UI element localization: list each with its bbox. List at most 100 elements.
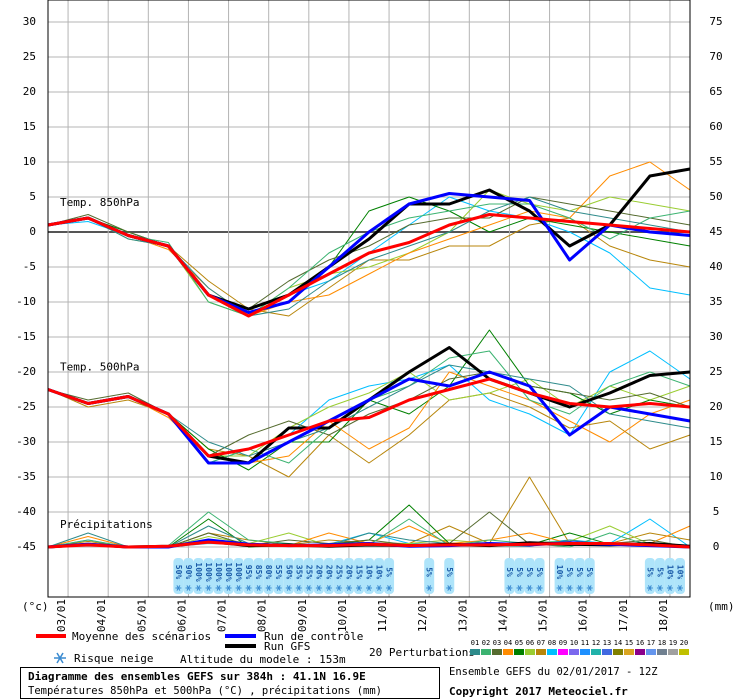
- snow-flake: [666, 585, 673, 591]
- y2-tick-label: 50: [709, 190, 722, 203]
- legend-swatch: [525, 649, 535, 655]
- snow-risk-label: 5%: [565, 567, 574, 577]
- snow-flake-stroke: [577, 585, 582, 591]
- snow-flake-stroke: [427, 585, 432, 591]
- x-tick-label: 10/01: [336, 599, 349, 632]
- snow-flake: [646, 585, 653, 591]
- plot-lines: [47, 161, 691, 549]
- legend-swatch: [569, 649, 579, 655]
- legend-gfs: Run GFS: [264, 640, 310, 653]
- snow-risk-label: 25%: [334, 565, 343, 580]
- snow-flake: [305, 585, 312, 591]
- legend-swatch-label: 07: [537, 639, 545, 647]
- snow-flake-stroke: [266, 585, 271, 591]
- legend-swatch: [602, 649, 612, 655]
- y2-tick-label: 25: [709, 365, 722, 378]
- snow-risk-label: 85%: [254, 565, 263, 580]
- legend-swatch: [558, 649, 568, 655]
- y2-tick-label: 15: [709, 435, 722, 448]
- snow-risk-marker: [323, 558, 334, 594]
- snow-risk-marker: [293, 558, 304, 594]
- legend-swatch: [547, 649, 557, 655]
- x-tick-label: 14/01: [496, 599, 509, 632]
- snow-risk-label: 95%: [244, 565, 253, 580]
- y-tick-label: -45: [16, 540, 36, 553]
- y2-tick-label: 65: [709, 85, 722, 98]
- snow-flake-stroke: [316, 585, 321, 591]
- snow-flake-stroke: [256, 585, 261, 591]
- legend-swatch: [580, 649, 590, 655]
- title-box: [20, 667, 440, 699]
- snow-risk-marker: [504, 558, 515, 594]
- snow-flake-stroke: [347, 585, 351, 591]
- y2-tick-label: 40: [709, 260, 722, 273]
- snow-flake: [576, 585, 583, 591]
- snow-risk-label: 5%: [425, 567, 434, 577]
- legend-swatch: [470, 649, 480, 655]
- snow-risk-marker: [644, 558, 655, 594]
- chart-subtitle: Températures 850hPa et 500hPa (°C) , pré…: [28, 685, 382, 697]
- snow-risk-marker: [574, 558, 585, 594]
- snow-risk-marker: [654, 558, 665, 594]
- snow-flake-stroke: [186, 585, 191, 591]
- snow-risk-label: 80%: [264, 565, 273, 580]
- series-line: [47, 377, 691, 458]
- snow-risk-label: 20%: [324, 565, 333, 580]
- snow-risk-marker: [183, 558, 194, 594]
- series-line: [47, 161, 691, 317]
- snow-flake-stroke: [537, 585, 542, 591]
- snow-risk-label: 50%: [174, 565, 183, 580]
- y-tick-label: 15: [23, 120, 36, 133]
- snow-risk-marker: [524, 558, 535, 594]
- snow-risk-marker: [374, 558, 385, 594]
- snow-risk-marker: [243, 558, 254, 594]
- snow-flake-stroke: [236, 585, 241, 591]
- snow-flake-stroke: [647, 585, 652, 591]
- legend-swatch: [492, 649, 502, 655]
- legend-perturbations: 20 Perturbations: [369, 646, 475, 659]
- snow-flake-stroke: [306, 585, 311, 591]
- snow-flake: [386, 585, 393, 591]
- snow-flake-stroke: [216, 585, 221, 591]
- snow-risk-label: 35%: [294, 565, 303, 580]
- snow-flake: [235, 585, 242, 591]
- legend-swatch-label: 16: [636, 639, 644, 647]
- snow-flake-stroke: [447, 585, 452, 591]
- y-tick-label: -5: [23, 260, 36, 273]
- legend-swatch: [481, 649, 491, 655]
- snow-flake: [676, 585, 683, 591]
- y2-tick-label: 20: [709, 400, 722, 413]
- snow-flake-stroke: [226, 585, 231, 591]
- snow-flake-stroke: [176, 585, 181, 591]
- snow-risk-marker: [424, 558, 435, 594]
- snow-flake: [205, 585, 212, 591]
- snow-risk-marker: [444, 558, 455, 594]
- legend-swatch: [503, 649, 513, 655]
- copyright: Copyright 2017 Meteociel.fr: [449, 685, 628, 698]
- snow-flake: [245, 585, 252, 591]
- legend-swatch-label: 03: [493, 639, 501, 647]
- snow-flake: [656, 585, 663, 591]
- x-tick-label: 13/01: [456, 599, 469, 632]
- snow-flake: [426, 585, 433, 591]
- legend-swatch: [635, 649, 645, 655]
- x-tick-label: 18/01: [657, 599, 670, 632]
- legend-swatch: [646, 649, 656, 655]
- plot-border: [47, 0, 691, 598]
- y-tick-label: 0: [29, 225, 36, 238]
- snow-flake-stroke: [296, 585, 301, 591]
- legend-swatch-label: 12: [592, 639, 600, 647]
- snow-risk-label: 100%: [204, 562, 213, 581]
- snow-risk-label: 5%: [515, 567, 524, 577]
- snow-risk-label: 10%: [665, 565, 674, 580]
- snow-risk-marker: [554, 558, 565, 594]
- snow-risk-label: 10%: [375, 565, 384, 580]
- legend-swatch-label: 05: [515, 639, 523, 647]
- legend-swatch-label: 20: [680, 639, 688, 647]
- snow-risk-marker: [564, 558, 575, 594]
- snow-risk-marker: [384, 558, 395, 594]
- panel-label: Précipitations: [60, 518, 153, 531]
- x-tick-label: 05/01: [135, 599, 148, 632]
- snow-flake-stroke: [567, 585, 572, 591]
